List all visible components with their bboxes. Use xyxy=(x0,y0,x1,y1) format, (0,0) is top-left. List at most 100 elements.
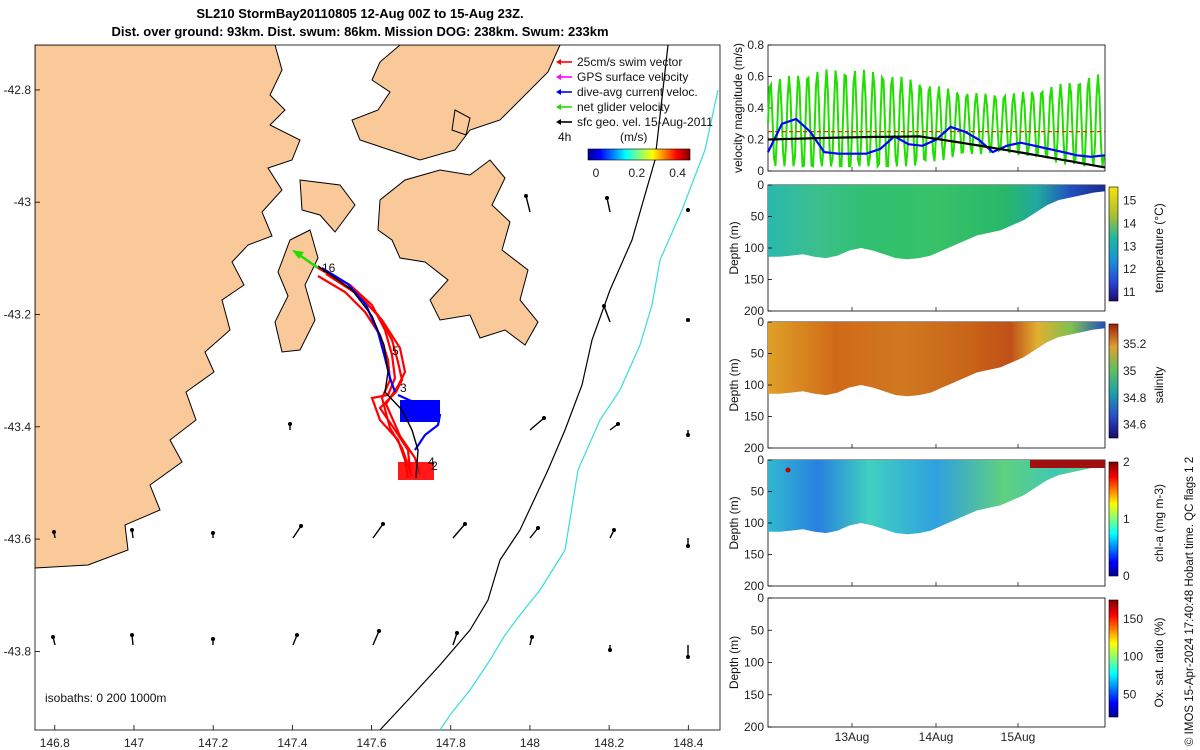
legend-label: net glider velocity xyxy=(577,100,670,114)
legend-label: dive-avg current veloc. xyxy=(577,85,698,99)
velocity-tick-label: 0 xyxy=(757,164,764,178)
legend-label: GPS surface velocity xyxy=(577,70,688,84)
depth-tick-label: 0 xyxy=(757,453,764,467)
colorbar-tick-label: 100 xyxy=(1123,650,1143,664)
depth-tick-label: 50 xyxy=(751,347,765,361)
isobaths-label: isobaths: 0 200 1000m xyxy=(45,691,166,705)
date-tick-label: 14Aug xyxy=(919,730,954,744)
track-day-label: 3 xyxy=(400,381,407,395)
geostrophic-arrow xyxy=(372,522,385,539)
legend-arrowhead xyxy=(556,74,561,80)
speed-scale-label: 4h xyxy=(558,130,571,144)
temperature-section-field xyxy=(768,185,1105,260)
depth-tick-label: 200 xyxy=(744,720,764,734)
oxygen-section-colorbar-label: Ox. sat. ratio (%) xyxy=(1152,617,1166,707)
map-y-tick-label: -43.8 xyxy=(4,644,32,658)
depth-tick-label: 150 xyxy=(744,410,764,424)
colorbar-tick-label: 15 xyxy=(1123,194,1137,208)
geostrophic-arrow xyxy=(609,528,616,539)
geostrophic-arrow xyxy=(686,645,690,659)
map-x-tick-label: 147.8 xyxy=(436,736,466,750)
oxygen-section-frame xyxy=(767,597,1106,728)
chla-section-colorbar-label: chl-a (mg m-3) xyxy=(1152,484,1166,562)
colorbar-tick-label: 2 xyxy=(1123,455,1130,469)
map-y-tick-label: -43.4 xyxy=(4,420,32,434)
chla-section-colorbar xyxy=(1108,461,1119,577)
land-west xyxy=(35,45,301,569)
chla-section-ylabel: Depth (m) xyxy=(727,496,741,549)
geostrophic-arrow xyxy=(130,528,134,539)
map-y-tick-label: -43.2 xyxy=(4,308,32,322)
depth-tick-label: 150 xyxy=(744,688,764,702)
map-x-tick-label: 146.8 xyxy=(40,736,70,750)
velocity-ylabel: velocity magnitude (m/s) xyxy=(731,43,745,173)
geostrophic-arrow xyxy=(686,430,690,437)
colorbar-tick-label: 50 xyxy=(1123,687,1137,701)
map-y-tick-label: -43 xyxy=(14,195,32,209)
current-vector-cluster xyxy=(400,400,440,422)
land-east-peninsula xyxy=(351,45,561,161)
temperature-section-colorbar xyxy=(1108,186,1119,302)
credit-text: © IMOS 15-Apr-2024 17:40:48 Hobart time.… xyxy=(1184,457,1196,746)
isobath-1000 xyxy=(439,89,719,730)
depth-tick-label: 100 xyxy=(744,516,764,530)
legend-label: 25cm/s swim vector xyxy=(577,55,682,69)
credit-text-box: © IMOS 15-Apr-2024 17:40:48 Hobart time.… xyxy=(1184,457,1196,746)
depth-tick-label: 0 xyxy=(757,178,764,192)
map-x-tick-label: 148.4 xyxy=(673,736,703,750)
depth-tick-label: 50 xyxy=(751,485,765,499)
geostrophic-arrow xyxy=(130,633,134,646)
legend-label: sfc geo. vel. 15-Aug-2011 xyxy=(577,115,713,129)
colorbar-tick-label: 35.2 xyxy=(1123,337,1147,351)
velocity-tick-label: 0.8 xyxy=(747,38,764,52)
geostrophic-arrow xyxy=(529,526,540,539)
salinity-section-ylabel: Depth (m) xyxy=(727,358,741,411)
legend-arrowhead xyxy=(556,59,561,65)
geostrophic-arrow xyxy=(602,304,611,323)
track-day-label: 2 xyxy=(431,459,438,473)
colorbar-tick-label: 0 xyxy=(1123,569,1130,583)
depth-tick-label: 100 xyxy=(744,241,764,255)
colorbar-tick-label: 11 xyxy=(1123,285,1136,299)
colorbar-tick-label: 12 xyxy=(1123,262,1137,276)
net-speed-line xyxy=(767,135,1106,169)
colorbar-tick-label: 35 xyxy=(1123,364,1137,378)
map-x-tick-label: 147.4 xyxy=(277,736,307,750)
temperature-section-ylabel: Depth (m) xyxy=(727,221,741,274)
geostrophic-arrow xyxy=(211,531,215,538)
geostrophic-arrow xyxy=(686,318,690,322)
map-x-tick-label: 148 xyxy=(520,736,540,750)
colorbar-tick-label: 13 xyxy=(1123,239,1137,253)
geostrophic-arrow xyxy=(608,645,612,652)
depth-tick-label: 50 xyxy=(751,623,765,637)
depth-tick-label: 50 xyxy=(751,210,765,224)
track-day-label: 4 xyxy=(428,455,435,469)
map-y-tick-label: -42.8 xyxy=(4,83,32,97)
oxygen-section-colorbar xyxy=(1108,599,1119,718)
geostrophic-arrow xyxy=(452,522,467,539)
colorbar-title: (m/s) xyxy=(620,130,647,144)
geostrophic-arrow xyxy=(372,629,381,646)
geostrophic-arrow xyxy=(609,422,620,431)
salinity-section-field xyxy=(768,322,1105,397)
depth-tick-label: 150 xyxy=(744,548,764,562)
geostrophic-arrow xyxy=(292,524,303,539)
depth-tick-label: 0 xyxy=(757,591,764,605)
temperature-section-colorbar-label: temperature (°C) xyxy=(1152,203,1166,293)
colorbar-tick-label: 0 xyxy=(593,166,600,180)
geostrophic-arrows xyxy=(51,194,690,659)
figure-title-line-2: Dist. over ground: 93km. Dist. swum: 86k… xyxy=(111,24,609,39)
chla-section-field xyxy=(768,460,1105,535)
depth-tick-label: 100 xyxy=(744,378,764,392)
geostrophic-arrow xyxy=(288,422,292,430)
figure-title-line-1: SL210 StormBay20110805 12-Aug 00Z to 15-… xyxy=(196,6,524,21)
geostrophic-arrow xyxy=(51,635,56,646)
date-tick-label: 13Aug xyxy=(835,730,870,744)
isobath-200 xyxy=(379,45,669,730)
geostrophic-arrow xyxy=(211,637,215,645)
map-y-tick-label: -43.6 xyxy=(4,532,32,546)
